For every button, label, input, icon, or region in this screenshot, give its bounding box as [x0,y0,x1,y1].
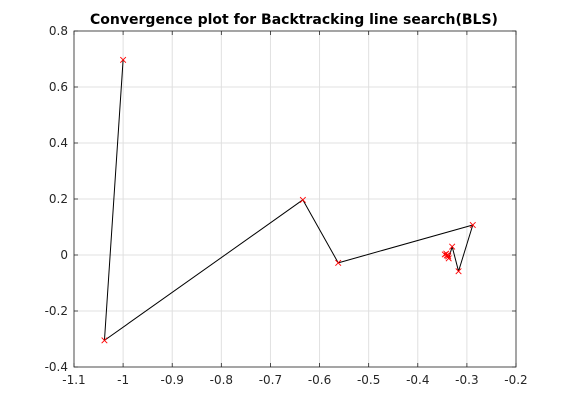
iterate-point [101,337,108,344]
marker-stroke [449,243,456,250]
x-tick-label: -0.6 [308,373,331,387]
axis-ticks [73,30,517,368]
marker-stroke [455,268,462,275]
x-tick-label: -0.8 [210,373,233,387]
y-axis-tick-labels: -0.4 -0.2 0 0.2 0.4 0.6 0.8 [45,24,68,374]
x-tick-label: -1 [117,373,129,387]
marker-stroke [119,56,127,63]
y-tick-label: -0.4 [45,360,68,374]
y-tick-label: 0.8 [49,24,68,38]
iterate-point [455,268,462,275]
iterate-point [119,56,127,63]
x-tick-label: -0.9 [161,373,184,387]
y-tick-label: -0.2 [45,304,68,318]
iterate-point [469,221,476,229]
iterate-point [299,196,306,203]
chart-title: Convergence plot for Backtracking line s… [90,12,498,28]
y-tick-label: 0 [60,248,68,262]
y-tick-label: 0.2 [49,192,68,206]
x-axis-tick-labels: -1.1 -1 -0.9 -0.8 -0.7 -0.6 -0.5 -0.4 -0.3 -0.2 [62,373,527,387]
marker-stroke [469,221,476,229]
marker-stroke [445,255,452,262]
x-tick-label: -0.7 [259,373,282,387]
x-tick-label: -1.1 [62,373,85,387]
x-tick-label: -0.5 [357,373,380,387]
iterate-point [449,243,456,250]
marker-stroke [443,252,450,259]
marker-stroke [335,259,342,266]
marker-stroke [299,196,306,203]
x-tick-label: -0.2 [504,373,527,387]
y-tick-label: 0.6 [49,80,68,94]
marker-stroke [441,251,448,258]
marker-stroke [101,337,108,344]
iterate-point [443,252,450,259]
y-tick-label: 0.4 [49,136,68,150]
iterate-markers [101,56,476,344]
x-tick-label: -0.3 [455,373,478,387]
x-tick-label: -0.4 [406,373,429,387]
iterate-point [335,259,342,266]
